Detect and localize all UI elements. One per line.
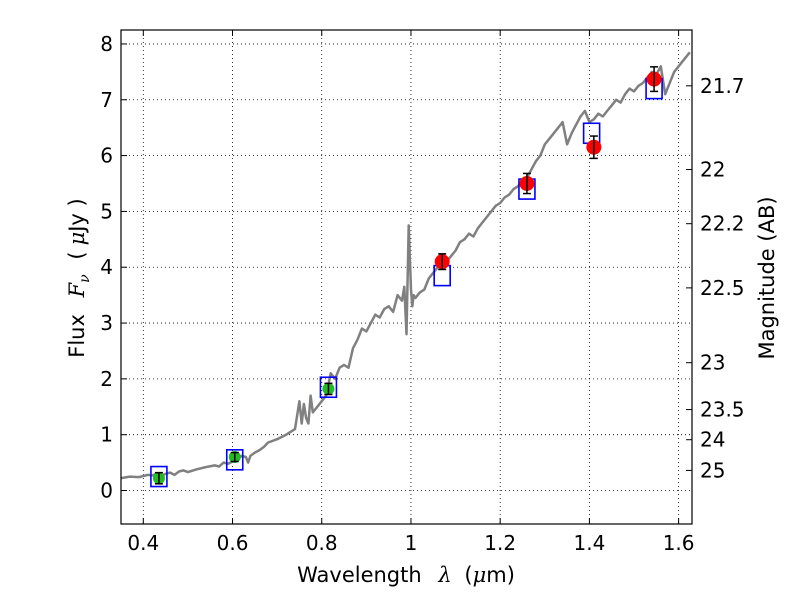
y2-tick-label: 24 [700, 428, 725, 452]
plot-frame [120, 29, 693, 525]
x-tick-label: 1.4 [573, 531, 605, 555]
y-tick-label: 0 [100, 479, 113, 503]
spectrum-line [121, 51, 691, 480]
y-tick-label: 7 [100, 88, 113, 112]
x-tick-label: 1.2 [484, 531, 516, 555]
y2-tick-label: 22.5 [700, 276, 745, 300]
secondary-y-axis-title: Magnitude (AB) [755, 196, 779, 359]
x-axis-unit-mu: μ [473, 563, 487, 587]
x-axis-unit-suffix: m) [486, 563, 515, 587]
y2-tick-label: 25 [700, 458, 725, 482]
model-box-marker [150, 465, 168, 488]
y-tick-label: 1 [100, 423, 113, 447]
model-box-marker [225, 449, 244, 471]
series-layer [121, 51, 691, 488]
x-axis-symbol: λ [437, 563, 451, 587]
y-axis-title: Flux Fν ( μJy ) [65, 198, 94, 357]
y-axis-symbol-sub: ν [77, 274, 93, 283]
x-axis-title: Wavelength λ (μm) [297, 563, 515, 587]
y-axis-symbol: F [65, 281, 89, 298]
x-tick-label: 1.6 [663, 531, 695, 555]
y-axis-unit-mu: μ [65, 232, 89, 246]
y-axis-unit-suffix: Jy ) [65, 198, 89, 234]
x-tick-label: 0.6 [217, 531, 249, 555]
x-tick-label: 0.8 [306, 531, 338, 555]
x-tick-label: 0.4 [127, 531, 159, 555]
y2-tick-label: 21.7 [700, 74, 745, 98]
x-axis-title-text: Wavelength [297, 563, 422, 587]
tick-layer: 0.4 0.6 0.8 1 1.2 1.4 1.601234567821.72222.222… [100, 30, 745, 555]
model-box-marker [319, 376, 338, 399]
y2-tick-label: 22 [700, 158, 725, 182]
y-tick-label: 3 [100, 311, 113, 335]
y-tick-label: 5 [100, 199, 113, 223]
y-axis-title-text: Flux [65, 314, 89, 358]
y-tick-label: 8 [100, 32, 113, 56]
y-tick-label: 4 [100, 255, 113, 279]
y2-tick-label: 23.5 [700, 398, 745, 422]
y-tick-label: 6 [100, 144, 113, 168]
y-tick-label: 2 [100, 367, 113, 391]
x-axis-unit-prefix: ( [464, 563, 472, 587]
y2-tick-label: 23 [700, 351, 725, 375]
y2-tick-label: 22.2 [700, 212, 745, 236]
y-axis-unit-prefix: ( [65, 251, 89, 259]
x-tick-label: 1 [405, 531, 418, 555]
